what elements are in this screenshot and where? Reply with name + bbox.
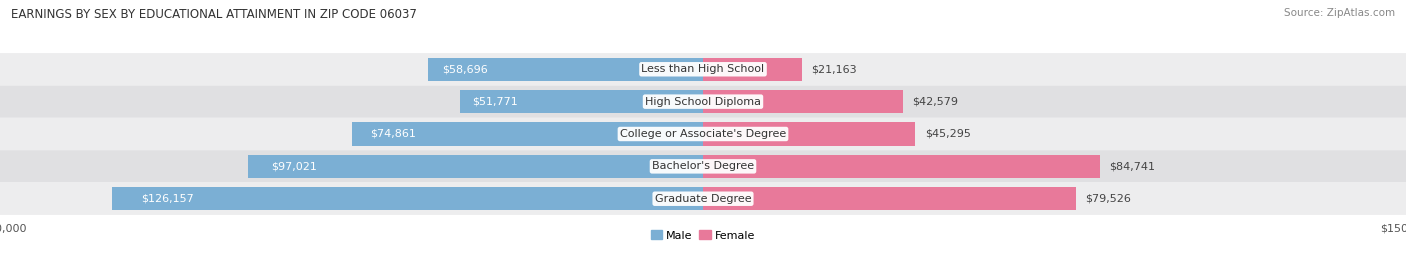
Bar [703, 155, 1099, 178]
Bar [249, 155, 703, 178]
Bar [352, 122, 703, 146]
Text: $126,157: $126,157 [142, 194, 194, 204]
Text: $84,741: $84,741 [1109, 161, 1156, 171]
Bar [460, 90, 703, 113]
Bar [703, 122, 915, 146]
Text: $97,021: $97,021 [271, 161, 316, 171]
Text: Bachelor's Degree: Bachelor's Degree [652, 161, 754, 171]
Text: High School Diploma: High School Diploma [645, 97, 761, 107]
FancyBboxPatch shape [0, 53, 1406, 85]
Text: $79,526: $79,526 [1085, 194, 1130, 204]
Text: $42,579: $42,579 [912, 97, 957, 107]
Text: $21,163: $21,163 [811, 64, 858, 74]
Text: $45,295: $45,295 [925, 129, 970, 139]
FancyBboxPatch shape [0, 183, 1406, 215]
Text: $51,771: $51,771 [472, 97, 519, 107]
FancyBboxPatch shape [0, 150, 1406, 183]
Text: $58,696: $58,696 [441, 64, 488, 74]
FancyBboxPatch shape [0, 118, 1406, 150]
Text: College or Associate's Degree: College or Associate's Degree [620, 129, 786, 139]
Text: Source: ZipAtlas.com: Source: ZipAtlas.com [1284, 8, 1395, 18]
Bar [703, 58, 803, 81]
Legend: Male, Female: Male, Female [647, 226, 759, 245]
Bar [703, 187, 1076, 210]
Bar [427, 58, 703, 81]
Text: Less than High School: Less than High School [641, 64, 765, 74]
Text: EARNINGS BY SEX BY EDUCATIONAL ATTAINMENT IN ZIP CODE 06037: EARNINGS BY SEX BY EDUCATIONAL ATTAINMEN… [11, 8, 418, 21]
Text: Graduate Degree: Graduate Degree [655, 194, 751, 204]
FancyBboxPatch shape [0, 85, 1406, 118]
Text: $74,861: $74,861 [370, 129, 416, 139]
Bar [111, 187, 703, 210]
Bar [703, 90, 903, 113]
